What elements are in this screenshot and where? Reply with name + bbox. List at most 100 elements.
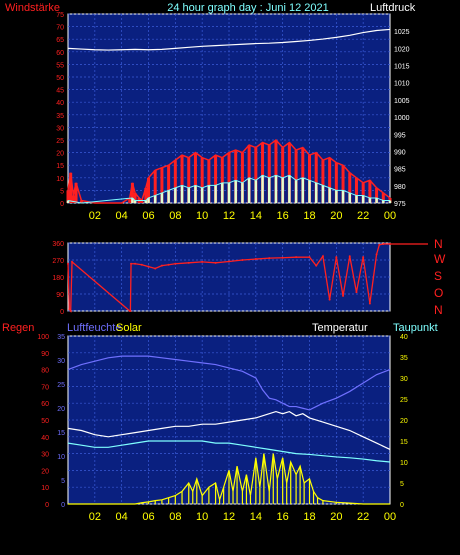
pressure-tick-label: 975 <box>394 201 406 208</box>
direction-point <box>130 262 133 265</box>
rain-tick-label: 10 <box>41 485 49 492</box>
direction-labels: N W S O N <box>434 237 446 317</box>
x-tick-label: 18 <box>303 511 315 523</box>
pressure-tick-label: 980 <box>394 184 406 191</box>
wind-tick-label: 45 <box>56 88 64 95</box>
wind-tick-label: 55 <box>56 62 64 69</box>
pressure-tick-label: 1020 <box>394 46 410 53</box>
direction-point <box>167 263 170 266</box>
direction-point <box>321 255 324 258</box>
direction-point <box>254 258 257 261</box>
temperature-tick-label: 25 <box>400 397 408 404</box>
direction-point <box>129 310 132 312</box>
dewpoint-axis-title: Taupunkt <box>393 322 438 334</box>
pressure-line <box>67 28 391 51</box>
rain-tick-label: 60 <box>41 401 49 408</box>
direction-point <box>71 260 74 263</box>
direction-label-west: W <box>434 252 446 266</box>
x-tick-label: 08 <box>169 210 181 222</box>
x-tick-label: 10 <box>196 511 208 523</box>
x-tick-label: 08 <box>169 511 181 523</box>
direction-point <box>69 310 72 312</box>
wind-tick-label: 75 <box>56 12 64 19</box>
x-tick-label: 02 <box>89 511 101 523</box>
wind-tick-label: 10 <box>56 176 64 183</box>
pressure-axis-title: Luftdruck <box>370 2 416 14</box>
direction-label-east: O <box>434 286 443 300</box>
humidity-tick-label: 35 <box>57 334 65 341</box>
pressure-tick-label: 985 <box>394 167 406 174</box>
direction-label-north-top: N <box>434 237 443 251</box>
x-tick-label: 20 <box>330 210 342 222</box>
x-tick-label: 02 <box>89 210 101 222</box>
direction-point <box>342 294 345 297</box>
direction-tick-label: 0 <box>60 309 64 316</box>
direction-point <box>382 242 385 245</box>
direction-point <box>281 256 284 259</box>
dewpoint-line <box>67 440 391 463</box>
wind-tick-label: 50 <box>56 75 64 82</box>
direction-point <box>362 256 365 259</box>
temperature-line <box>67 410 391 450</box>
direction-point <box>140 263 143 266</box>
wind-tick-label: 30 <box>56 125 64 132</box>
wind-tick-label: 35 <box>56 113 64 120</box>
direction-point <box>68 308 71 311</box>
x-tick-label: 22 <box>357 511 369 523</box>
direction-point <box>134 262 137 265</box>
x-tick-label: 22 <box>357 210 369 222</box>
temperature-tick-label: 35 <box>400 355 408 362</box>
direction-point <box>335 256 338 259</box>
direction-point <box>228 260 230 263</box>
direction-point <box>268 257 271 260</box>
x-tick-label: 16 <box>277 210 289 222</box>
direction-tick-label: 90 <box>56 292 64 299</box>
direction-point <box>154 267 157 270</box>
wind-line <box>67 138 391 204</box>
temperature-tick-label: 15 <box>400 439 408 446</box>
direction-point <box>214 261 217 264</box>
direction-point <box>348 255 351 258</box>
x-tick-label: 04 <box>116 210 128 222</box>
pressure-tick-label: 1025 <box>394 29 410 36</box>
humidity-tick-label: 5 <box>61 478 65 485</box>
wind-tick-label: 15 <box>56 163 64 170</box>
rain-tick-label: 100 <box>37 334 49 341</box>
chart-marks: 0510152025303540455055606570759759809859… <box>37 12 428 523</box>
direction-point <box>295 256 298 259</box>
direction-point <box>187 261 190 264</box>
x-tick-label: 12 <box>223 210 235 222</box>
direction-point <box>308 256 311 259</box>
humidity-tick-label: 30 <box>57 358 65 365</box>
x-tick-label: 10 <box>196 210 208 222</box>
x-tick-label: 14 <box>250 511 262 523</box>
rain-tick-label: 30 <box>41 452 49 459</box>
direction-point <box>315 264 318 267</box>
direction-point <box>355 291 358 294</box>
direction-label-south: S <box>434 269 442 283</box>
pressure-tick-label: 1010 <box>394 81 410 88</box>
pressure-tick-label: 1015 <box>394 64 410 71</box>
humidity-tick-label: 15 <box>57 430 65 437</box>
wind-tick-label: 65 <box>56 37 64 44</box>
rain-tick-label: 90 <box>41 351 49 358</box>
temperature-tick-label: 5 <box>400 481 404 488</box>
x-tick-label: 18 <box>303 210 315 222</box>
direction-label-north-bottom: N <box>434 303 443 317</box>
gust-line <box>67 174 390 204</box>
direction-point <box>147 265 150 268</box>
direction-point <box>201 260 204 263</box>
wind-axis-title: Windstärke <box>5 2 60 14</box>
temperature-tick-label: 30 <box>400 376 408 383</box>
humidity-axis-title: Luftfeuchte <box>67 322 121 334</box>
temperature-tick-label: 0 <box>400 502 404 509</box>
wind-tick-label: 60 <box>56 50 64 57</box>
rain-tick-label: 0 <box>45 502 49 509</box>
x-tick-label: 00 <box>384 511 396 523</box>
rain-tick-label: 40 <box>41 435 49 442</box>
wind-tick-label: 5 <box>60 188 64 195</box>
direction-point <box>328 298 331 301</box>
x-tick-label: 14 <box>250 210 262 222</box>
x-tick-label: 20 <box>330 511 342 523</box>
